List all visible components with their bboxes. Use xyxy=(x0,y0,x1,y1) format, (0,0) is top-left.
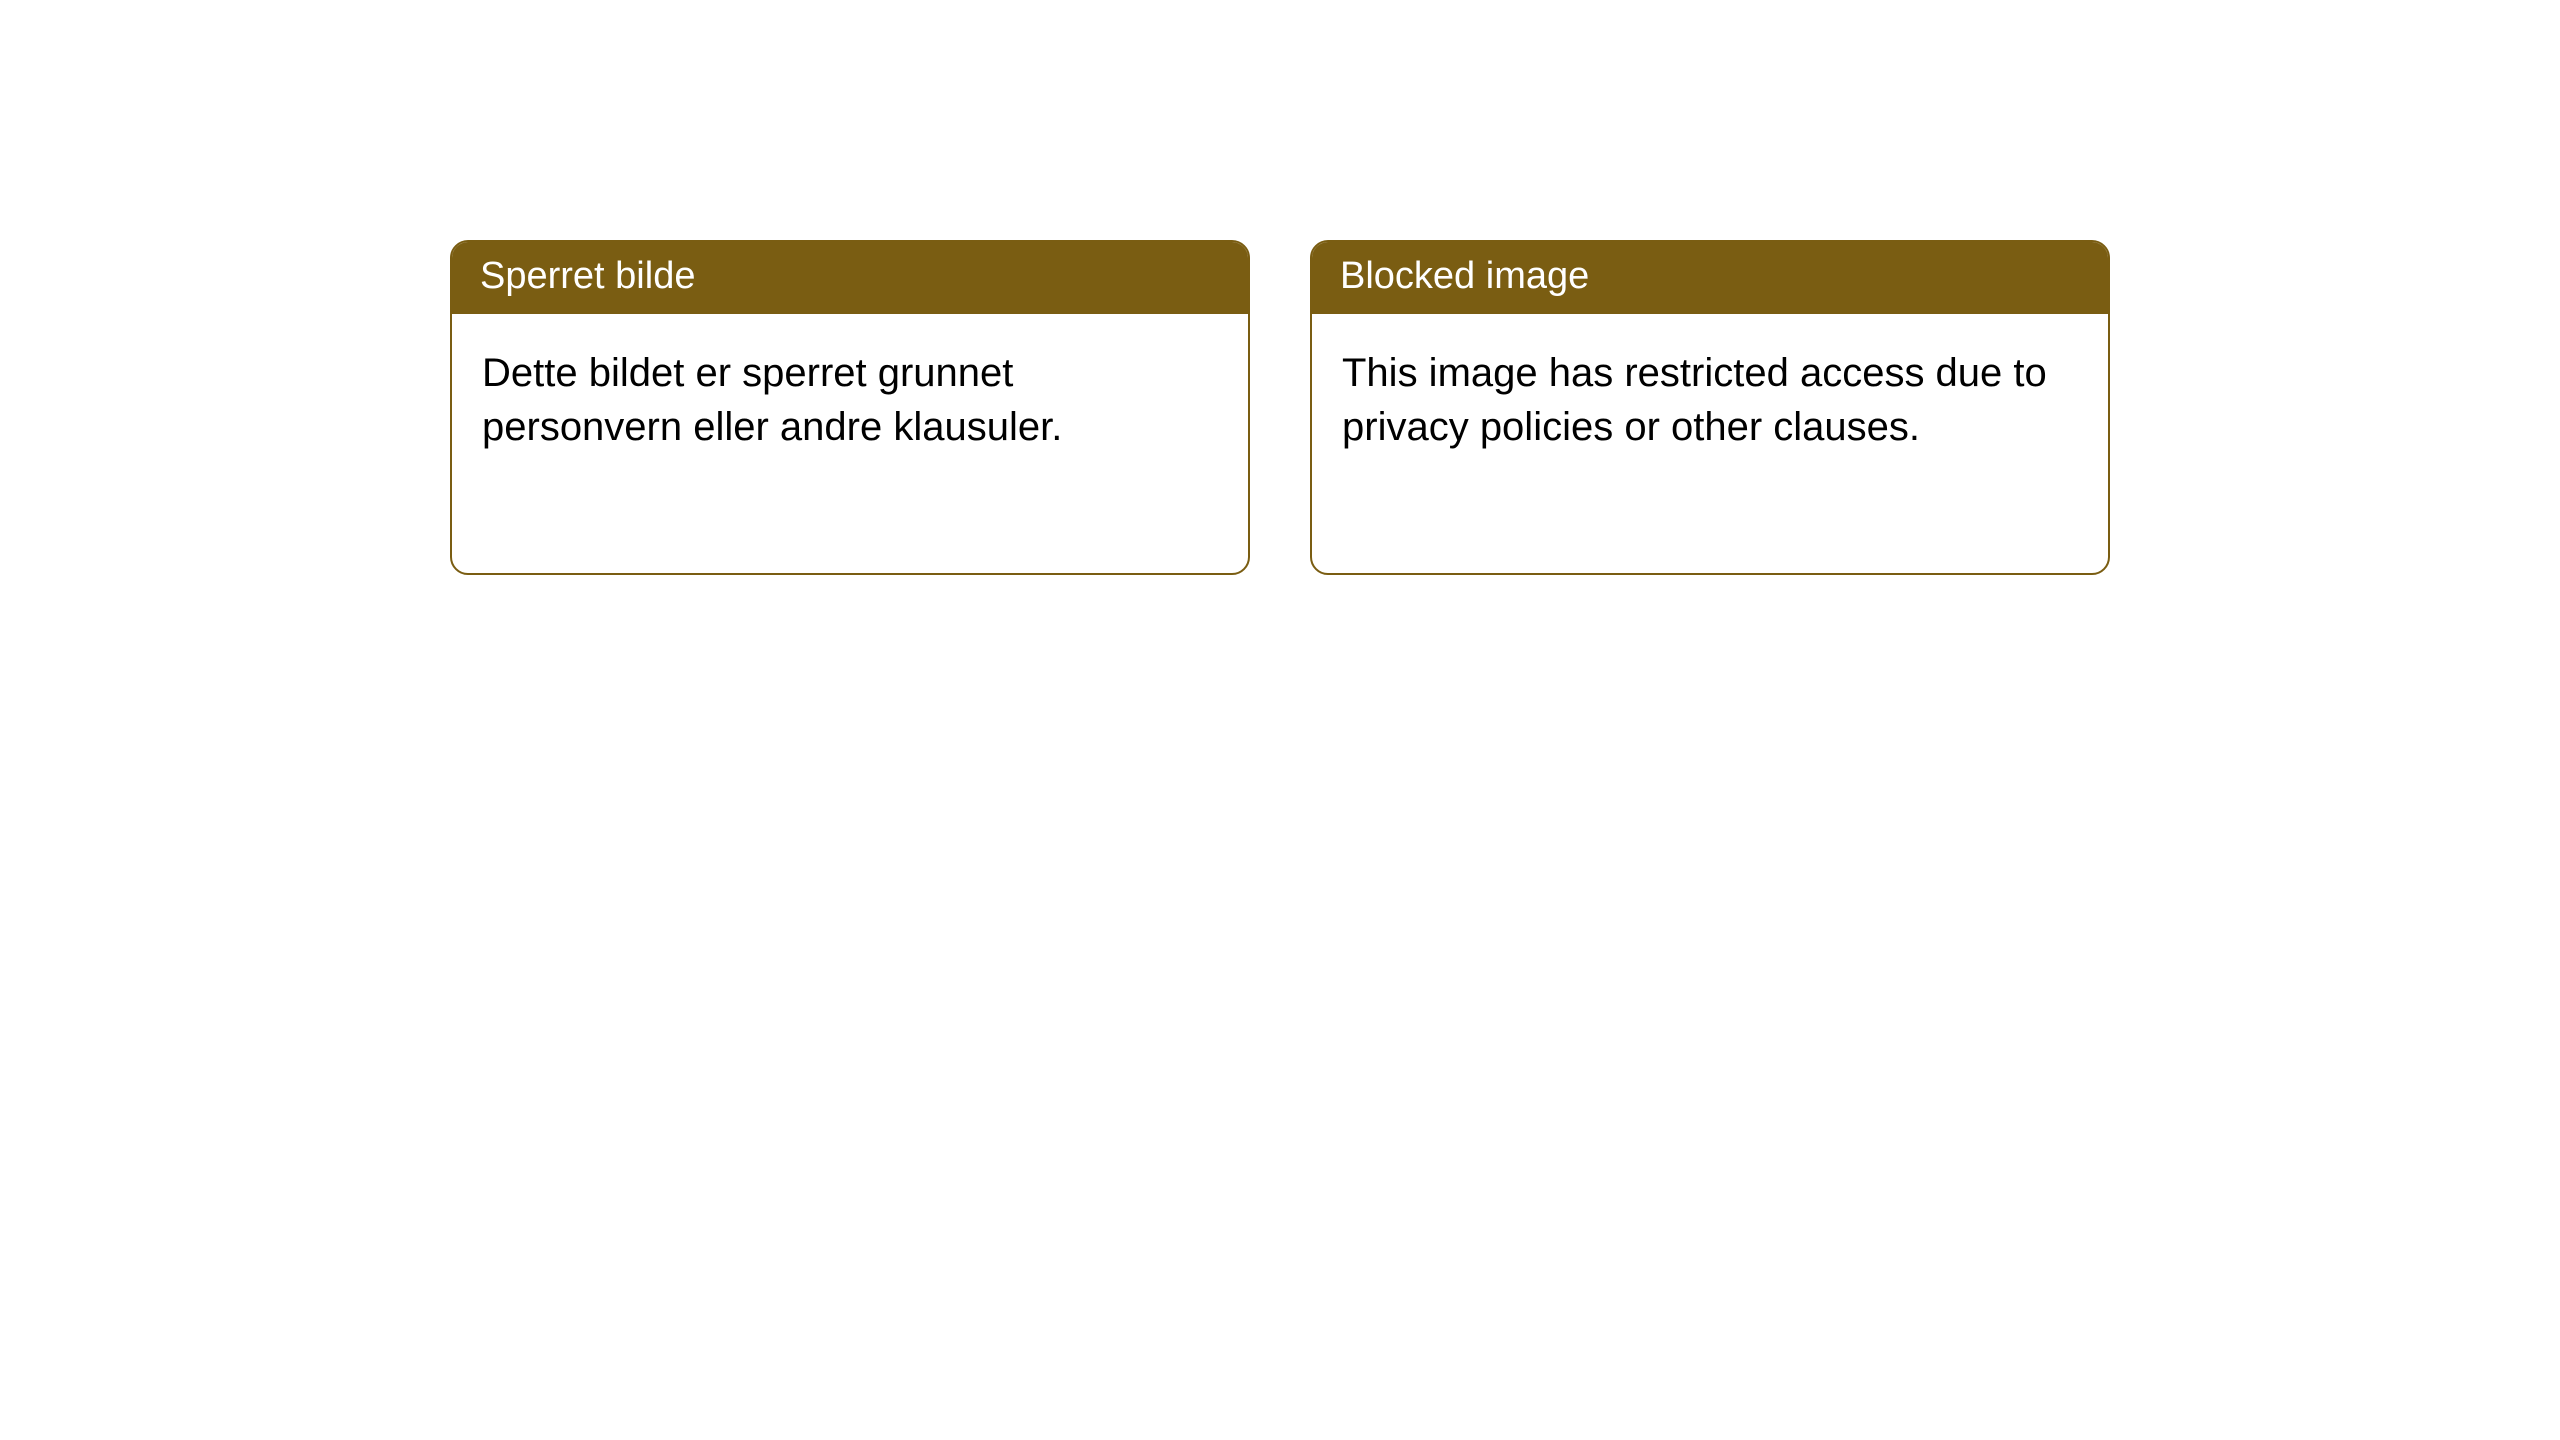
card-body: Dette bildet er sperret grunnet personve… xyxy=(452,314,1248,486)
card-header: Sperret bilde xyxy=(452,242,1248,314)
card-body-text: This image has restricted access due to … xyxy=(1342,351,2047,449)
card-title: Blocked image xyxy=(1340,255,1589,297)
card-header: Blocked image xyxy=(1312,242,2108,314)
card-norwegian: Sperret bilde Dette bildet er sperret gr… xyxy=(450,240,1250,575)
card-title: Sperret bilde xyxy=(480,255,695,297)
card-body: This image has restricted access due to … xyxy=(1312,314,2108,486)
blocked-image-cards: Sperret bilde Dette bildet er sperret gr… xyxy=(450,240,2110,575)
card-body-text: Dette bildet er sperret grunnet personve… xyxy=(482,351,1062,449)
card-english: Blocked image This image has restricted … xyxy=(1310,240,2110,575)
